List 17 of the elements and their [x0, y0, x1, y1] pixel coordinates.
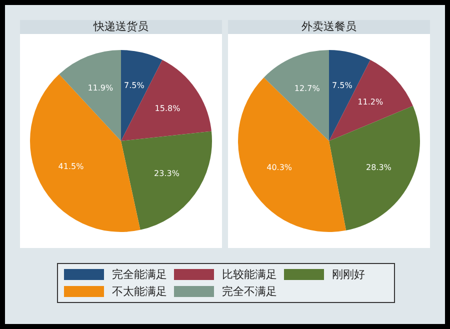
- data-label: 40.3%: [266, 162, 292, 172]
- data-label: 11.9%: [88, 84, 114, 93]
- chart-title: 快递送货员: [20, 20, 222, 34]
- legend-label: 不太能满足: [112, 284, 167, 299]
- data-label: 11.2%: [358, 98, 384, 107]
- legend-label: 比较能满足: [222, 267, 277, 282]
- data-label: 12.7%: [294, 84, 320, 94]
- data-label: 7.5%: [332, 81, 353, 90]
- data-label: 23.3%: [154, 169, 180, 178]
- legend-label: 完全不满足: [222, 284, 277, 299]
- legend-label: 刚刚好: [332, 267, 365, 282]
- chart-title: 外卖送餐员: [228, 20, 430, 34]
- data-label: 41.5%: [58, 162, 84, 172]
- data-label: 15.8%: [154, 104, 181, 114]
- data-label: 7.5%: [124, 81, 145, 90]
- legend-label: 完全能满足: [112, 267, 167, 282]
- data-label: 28.3%: [366, 162, 392, 172]
